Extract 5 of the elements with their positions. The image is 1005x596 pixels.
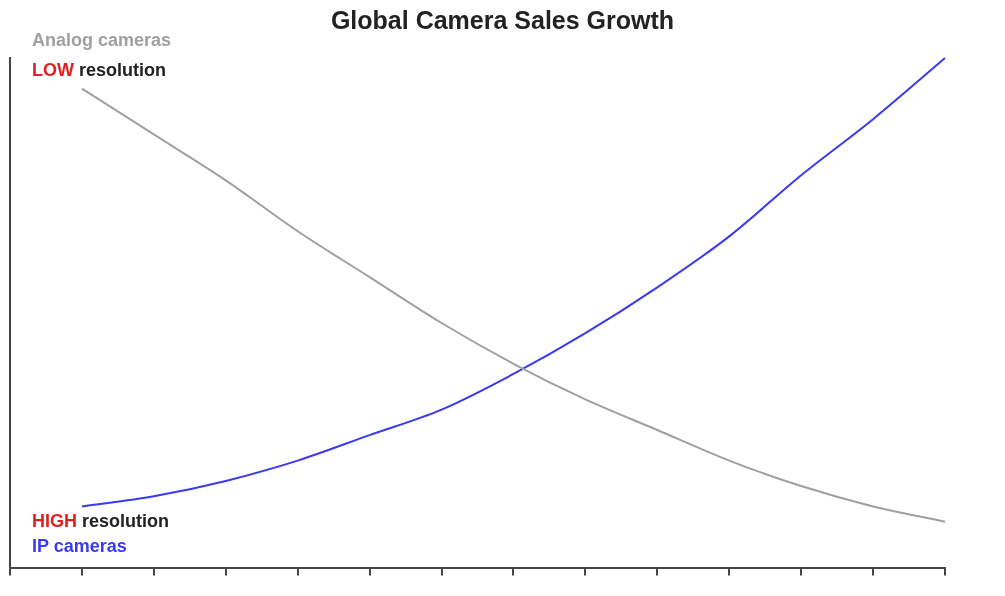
annotation: HIGH resolution: [32, 511, 170, 532]
chart-title: Global Camera Sales Growth: [330, 6, 675, 34]
series-label: IP cameras: [32, 536, 127, 557]
text: Analog cameras: [32, 30, 172, 51]
annotation: LOW resolution: [32, 60, 167, 81]
